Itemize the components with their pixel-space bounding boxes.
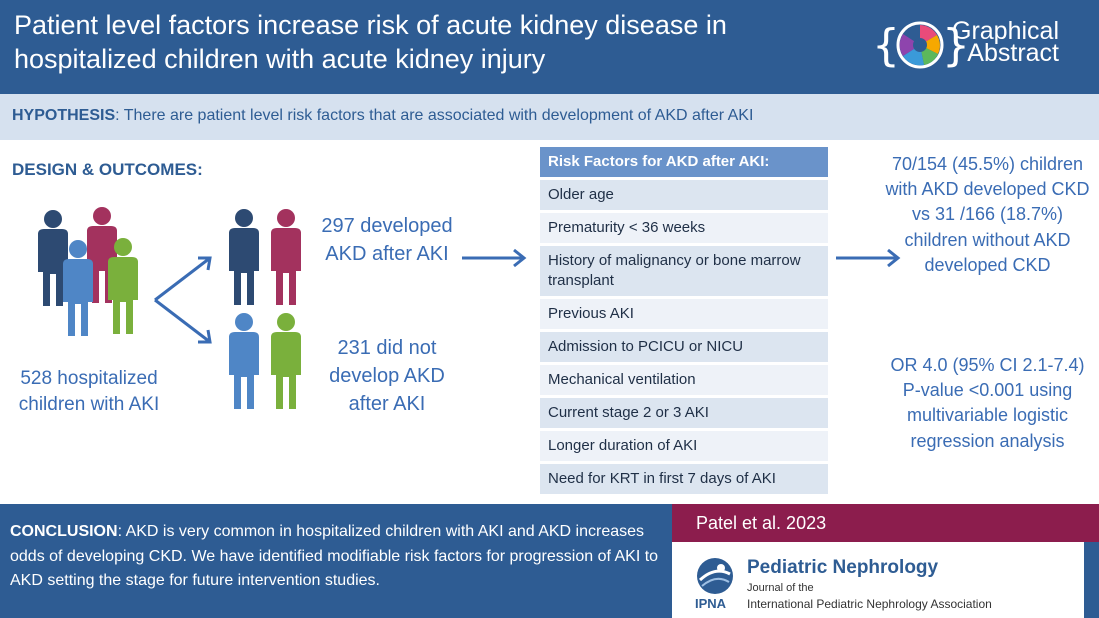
results-stats-text: OR 4.0 (95% CI 2.1-7.4) P-value <0.001 u…	[890, 355, 1085, 451]
risk-factor-row: Current stage 2 or 3 AKI	[540, 398, 828, 428]
results-comparison-text: 70/154 (45.5%) children with AKD develop…	[885, 154, 1090, 275]
journal-box	[672, 542, 1084, 618]
total-cohort-text: 528 hospitalized children with AKI	[18, 368, 160, 415]
people-group-total-icon	[38, 207, 138, 336]
no-akd-text: 231 did not develop AKD after AKI	[329, 337, 445, 415]
graphical-abstract-label: Graphical Abstract	[952, 17, 1059, 67]
design-label-text: DESIGN & OUTCOMES	[12, 160, 198, 179]
risk-factor-row: Admission to PCICU or NICU	[540, 332, 828, 362]
graphical-abstract-logo-icon: { }	[872, 20, 970, 71]
risk-factor-row: Longer duration of AKI	[540, 431, 828, 461]
design-label: DESIGN & OUTCOMES:	[12, 160, 203, 180]
journal-name: Pediatric Nephrology	[747, 557, 939, 578]
people-no-akd-icon	[229, 313, 301, 409]
design-label-colon: :	[197, 160, 203, 179]
conclusion-text: CONCLUSION: AKD is very common in hospit…	[10, 520, 660, 594]
citation-band	[672, 504, 1099, 542]
svg-text:}: }	[942, 20, 970, 71]
badge-line1: Graphical	[952, 17, 1059, 45]
hypothesis-band	[0, 94, 1099, 140]
people-developed-akd-icon	[229, 209, 301, 305]
risk-factor-row: Mechanical ventilation	[540, 365, 828, 395]
conclusion-body: : AKD is very common in hospitalized chi…	[10, 523, 659, 589]
risk-factors-header: Risk Factors for AKD after AKI:	[540, 147, 828, 177]
hypothesis-label: HYPOTHESIS	[12, 107, 116, 124]
risk-factor-row: Older age	[540, 180, 828, 210]
svg-text:{: {	[872, 20, 900, 71]
split-arrows-icon	[154, 256, 212, 344]
journal-of-text: Journal of the	[747, 582, 814, 594]
ipna-label: IPNA	[695, 596, 727, 611]
developed-akd-text: 297 developed AKD after AKI	[321, 215, 453, 265]
risk-factors-table: Risk Factors for AKD after AKI: Older ag…	[540, 147, 828, 497]
arrow-to-risk-factors-icon	[462, 248, 527, 268]
cohort-flow-diagram	[38, 207, 527, 409]
risk-factor-row: Previous AKI	[540, 299, 828, 329]
badge-line2: Abstract	[967, 39, 1059, 67]
ipna-globe-icon	[697, 558, 733, 594]
citation-text: Patel et al. 2023	[696, 513, 827, 533]
risk-factor-row: Need for KRT in first 7 days of AKI	[540, 464, 828, 494]
arrow-to-results-icon	[836, 248, 901, 268]
hypothesis-body: : There are patient level risk factors t…	[115, 107, 754, 124]
risk-factor-row: History of malignancy or bone marrow tra…	[540, 246, 828, 296]
conclusion-label: CONCLUSION	[10, 523, 118, 540]
page-title: Patient level factors increase risk of a…	[14, 10, 727, 74]
journal-association-text: International Pediatric Nephrology Assoc…	[747, 597, 992, 611]
risk-factor-row: Prematurity < 36 weeks	[540, 213, 828, 243]
hypothesis-text: HYPOTHESIS: There are patient level risk…	[12, 107, 753, 125]
